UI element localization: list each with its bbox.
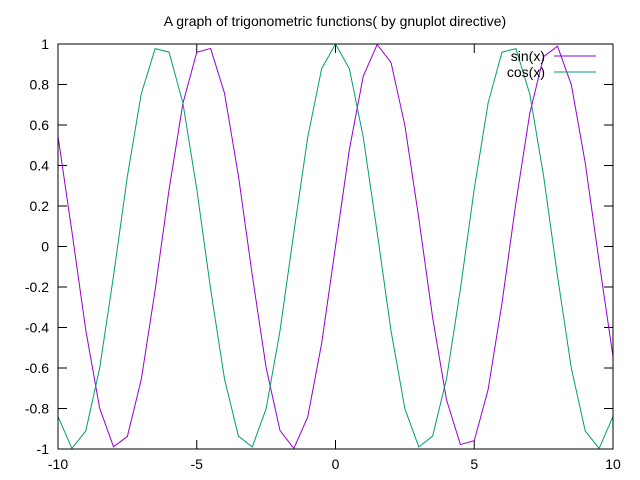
y-tick-label: -0.4 xyxy=(25,320,49,336)
y-tick-label: 0.6 xyxy=(30,117,50,133)
y-tick-label: -0.8 xyxy=(25,401,49,417)
legend-label-sin-x: sin(x) xyxy=(511,48,545,64)
y-tick-label: -0.2 xyxy=(25,279,49,295)
series-line-sin-x xyxy=(57,43,614,450)
x-tick-label: -5 xyxy=(191,456,204,472)
y-tick-label: 0.8 xyxy=(30,77,50,93)
y-tick-label: -1 xyxy=(37,441,50,457)
x-tick-label: -10 xyxy=(48,456,68,472)
y-tick-label: 0.2 xyxy=(30,198,50,214)
legend: sin(x)cos(x) xyxy=(507,48,596,80)
y-tick-label: 1 xyxy=(41,36,49,52)
x-tick-label: 0 xyxy=(332,456,340,472)
y-tick-label: 0 xyxy=(41,239,49,255)
y-tick-label: 0.4 xyxy=(30,158,50,174)
plot-area xyxy=(57,42,614,450)
axis-ticks: 1 0.8 0.6 0.4 0.2 0 -0.2 -0.4 -0.6 -0.8 -1-10 -5 0 5 1… xyxy=(25,36,621,472)
legend-label-cos-x: cos(x) xyxy=(507,64,545,80)
y-tick-label: -0.6 xyxy=(25,360,49,376)
chart-title: A graph of trigonometric functions( by g… xyxy=(164,13,506,29)
x-tick-label: 5 xyxy=(470,456,478,472)
plot-border xyxy=(57,43,614,450)
x-tick-label: 10 xyxy=(605,456,621,472)
